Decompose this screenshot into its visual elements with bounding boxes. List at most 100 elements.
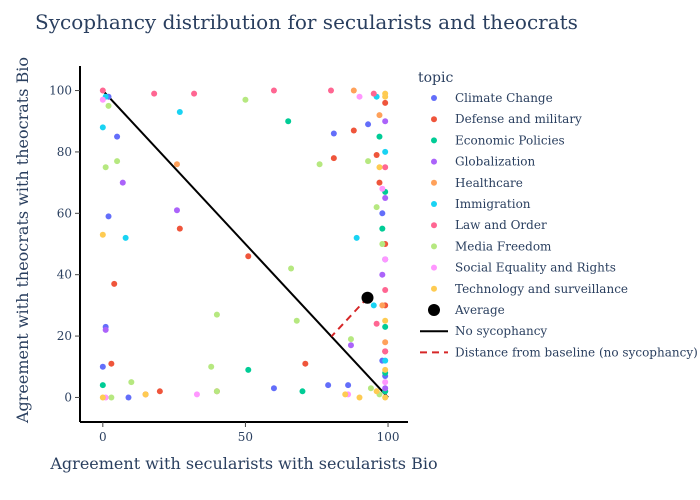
y-tick-label: 100 [49, 84, 72, 98]
data-point [299, 388, 306, 395]
legend-marker [431, 222, 437, 229]
data-point [108, 360, 115, 367]
data-point [370, 90, 377, 97]
data-point [379, 271, 386, 278]
data-point [122, 234, 129, 241]
legend-label: Globalization [455, 155, 536, 169]
data-point [105, 102, 112, 109]
data-point [102, 164, 109, 171]
legend-marker [431, 158, 437, 165]
data-point [350, 87, 357, 94]
data-point [270, 87, 277, 94]
plot-area [99, 87, 389, 401]
data-point [356, 93, 363, 100]
legend-marker-average [428, 304, 440, 316]
data-point [376, 112, 383, 119]
data-point [208, 363, 215, 370]
legend-title: topic [418, 70, 453, 86]
data-point [114, 158, 121, 165]
data-point [156, 388, 163, 395]
data-point [367, 385, 374, 392]
data-point [285, 118, 292, 125]
legend-marker [431, 201, 437, 207]
chart-title: Sycophancy distribution for secularists … [35, 10, 578, 34]
data-point [382, 366, 389, 373]
data-point [191, 90, 198, 97]
data-point [356, 394, 363, 401]
data-point [382, 118, 389, 125]
legend: topic Climate Change Defense and military… [418, 70, 698, 359]
data-point [373, 204, 380, 211]
data-point [379, 185, 386, 192]
legend-label: Climate Change [455, 91, 553, 105]
data-point [330, 155, 337, 162]
data-point [302, 360, 309, 367]
data-point [99, 231, 106, 238]
data-point [379, 210, 386, 217]
data-point [382, 99, 389, 106]
data-point [347, 336, 354, 343]
y-tick-label: 80 [57, 145, 72, 159]
data-point [142, 391, 149, 398]
legend-label: Technology and surveillance [455, 282, 628, 296]
y-tick-label: 20 [57, 329, 72, 343]
data-point [173, 207, 180, 214]
x-tick-label: 0 [99, 430, 107, 444]
data-point [382, 357, 389, 364]
data-point [245, 253, 252, 260]
y-tick-label: 0 [64, 390, 72, 404]
data-point [382, 194, 389, 201]
data-point [350, 127, 357, 134]
data-point [347, 342, 354, 349]
data-point [373, 388, 380, 395]
legend-label-distance: Distance from baseline (no sycophancy) [455, 345, 698, 359]
legend-label: Defense and military [455, 112, 582, 126]
legend-label-average: Average [454, 303, 505, 317]
legend-label: Social Equality and Rights [455, 261, 616, 275]
legend-label: Economic Policies [455, 133, 565, 147]
data-point [173, 161, 180, 168]
data-point [345, 382, 352, 389]
data-point [176, 109, 183, 116]
data-point [327, 87, 334, 94]
data-point [245, 366, 252, 373]
data-point [288, 265, 295, 272]
legend-label-baseline: No sycophancy [455, 324, 547, 338]
data-point [108, 394, 115, 401]
data-point [382, 93, 389, 100]
data-point [376, 179, 383, 186]
data-point [293, 317, 300, 324]
data-point [370, 302, 377, 309]
average-point [361, 291, 374, 304]
data-point [99, 382, 106, 389]
data-point [379, 225, 386, 232]
data-point [176, 225, 183, 232]
data-point [382, 385, 389, 392]
data-point [365, 121, 372, 128]
legend-label: Media Freedom [455, 239, 552, 253]
data-point [213, 388, 220, 395]
distance-line [330, 297, 369, 338]
data-point [382, 148, 389, 155]
axes: 0 50 100 0 20 40 60 80 100 [49, 66, 408, 444]
legend-label: Immigration [455, 197, 531, 211]
x-tick-label: 50 [238, 430, 253, 444]
data-point [99, 87, 106, 94]
data-point [379, 302, 386, 309]
data-point [125, 394, 132, 401]
legend-marker [431, 179, 437, 186]
y-tick-label: 40 [57, 268, 72, 282]
data-point [316, 161, 323, 168]
data-point [382, 317, 389, 324]
data-point [105, 213, 112, 220]
data-point [342, 391, 349, 398]
data-point [102, 326, 109, 333]
x-tick-label: 100 [377, 430, 400, 444]
data-point [376, 133, 383, 140]
data-point [99, 363, 106, 370]
data-point [213, 311, 220, 318]
data-point [382, 339, 389, 346]
data-point [242, 96, 249, 103]
data-point [353, 234, 360, 241]
